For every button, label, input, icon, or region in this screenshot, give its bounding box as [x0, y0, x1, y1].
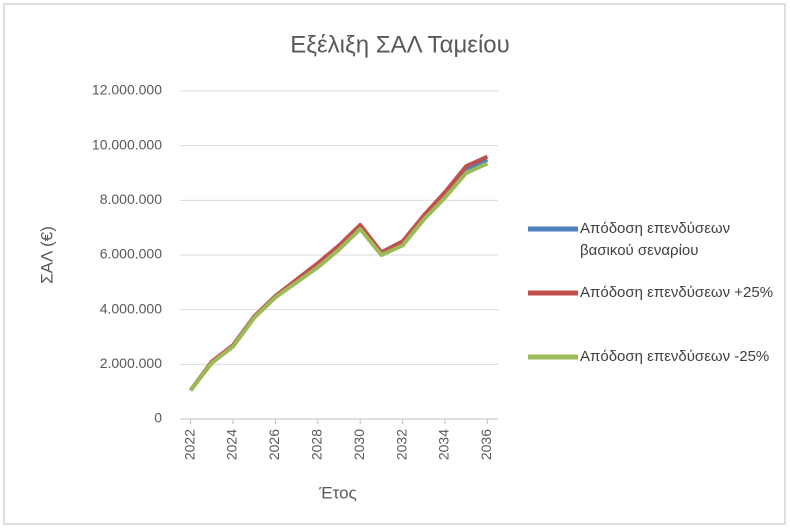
series-line [189, 161, 489, 392]
x-tick-label: 2026 [266, 429, 282, 460]
x-tick-label: 2028 [309, 429, 325, 460]
y-tick-label: 6.000.000 [100, 246, 162, 262]
x-tick-label: 2024 [224, 429, 240, 460]
y-tick-label: 12.000.000 [92, 82, 162, 98]
legend-label: Απόδοση επενδύσεων -25% [580, 348, 770, 365]
x-tick-label: 2022 [181, 429, 197, 460]
legend-label: Απόδοση επενδύσεων βασικού σεναρίου [580, 220, 731, 259]
x-tick-label: 2030 [351, 429, 367, 460]
y-axis-label: ΣΑΛ (€) [37, 226, 56, 284]
legend-label: Απόδοση επενδύσεων +25% [580, 284, 774, 301]
x-axis-label: Έτος [318, 483, 356, 502]
y-tick-label: 2.000.000 [100, 355, 162, 371]
y-tick-label: 8.000.000 [100, 191, 162, 207]
x-tick-label: 2032 [393, 429, 409, 460]
y-tick-label: 10.000.000 [92, 136, 162, 152]
y-tick-label: 4.000.000 [100, 300, 162, 316]
x-tick-label: 2034 [436, 429, 452, 460]
chart-title: Εξέλιξη ΣΑΛ Ταμείου [290, 31, 510, 58]
x-tick-label: 2036 [478, 429, 494, 460]
y-tick-label: 0 [154, 410, 162, 426]
